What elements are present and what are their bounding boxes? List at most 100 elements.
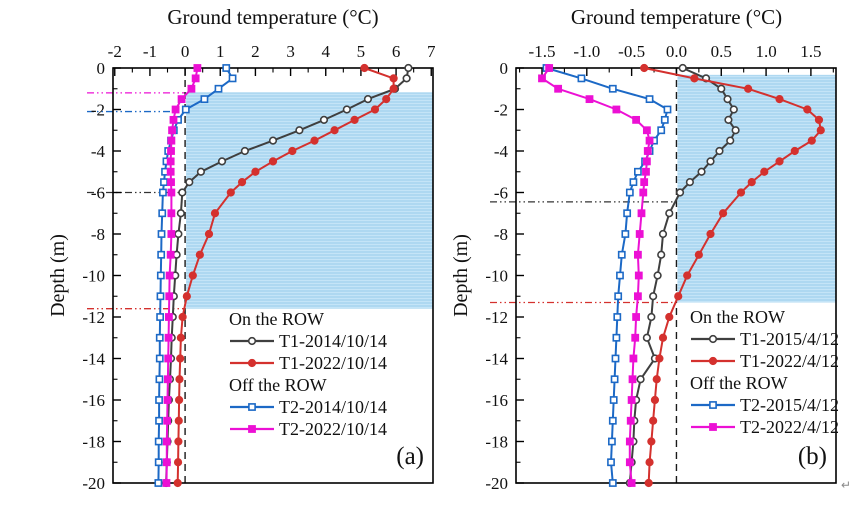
data-point-T2-2022/4/12 (642, 167, 650, 176)
chart-b-y-axis-title: Depth (m) (450, 234, 472, 317)
data-point-T2-2015/4/12 (611, 354, 620, 363)
x-axis-tick-label: 1 (216, 42, 225, 61)
data-point-T1-2015/4/12 (723, 95, 732, 104)
data-point-T1-2022/4/12 (807, 136, 816, 145)
y-axis-tick-label: -14 (485, 350, 508, 369)
data-point-T1-2015/4/12 (724, 115, 733, 124)
legend-swatch (230, 336, 274, 346)
data-point-T2-2015/4/12 (610, 375, 619, 384)
data-point-T2-2022/10/14 (177, 95, 186, 104)
legend-item-label: T1-2015/4/12 (740, 329, 839, 349)
y-axis-tick-label: -16 (485, 391, 508, 410)
data-point-T2-2015/4/12 (634, 167, 642, 176)
data-point-T1-2022/10/14 (182, 292, 191, 301)
data-point-T2-2022/4/12 (635, 230, 644, 238)
legend-item: T1-2014/10/14 (229, 330, 387, 352)
data-point-T1-2022/4/12 (644, 478, 653, 488)
data-point-T2-2015/4/12 (616, 271, 624, 280)
chart-b-plot-area: -1.5 -1.0 -0.5 0.0 0.5 1.0 1.5 0 -2 -4 -6 -8 -10 -12 -… (485, 42, 837, 493)
data-point-T2-2014/10/14 (200, 95, 209, 104)
data-point-T1-2015/4/12 (726, 136, 735, 145)
shaded-positive-temperature-region (186, 92, 433, 309)
legend-item-label: T1-2014/10/14 (279, 331, 387, 351)
data-point-T1-2022/4/12 (658, 333, 668, 342)
data-point-T2-2022/4/12 (538, 74, 546, 83)
data-point-T1-2022/4/12 (694, 250, 703, 259)
legend-item-label: T1-2022/10/14 (279, 353, 387, 373)
data-point-T2-2022/4/12 (637, 209, 646, 218)
x-axis-tick-label: 5 (357, 42, 366, 61)
data-point-T2-2014/10/14 (158, 209, 167, 218)
data-point-T1-2022/10/14 (178, 312, 187, 322)
y-axis-tick-label: -18 (82, 433, 105, 452)
data-point-T2-2015/4/12 (613, 313, 622, 321)
data-point-T1-2015/4/12 (715, 146, 724, 156)
y-axis-tick-label: -6 (91, 184, 105, 203)
data-point-T2-2014/10/14 (155, 354, 164, 363)
data-point-T2-2014/10/14 (155, 375, 164, 384)
data-point-T1-2022/4/12 (790, 146, 799, 156)
legend-item: T2-2014/10/14 (229, 396, 387, 418)
y-axis-tick-label: -4 (494, 142, 509, 161)
data-point-T2-2022/4/12 (625, 437, 634, 446)
data-point-T1-2022/4/12 (744, 84, 753, 93)
data-point-T2-2014/10/14 (155, 333, 164, 342)
legend-group-header: Off the ROW (229, 375, 327, 395)
legend-item: T2-2015/4/12 (690, 394, 839, 416)
data-point-T1-2022/4/12 (736, 188, 746, 197)
x-axis-tick-label: -1 (143, 42, 157, 61)
legend-swatch (230, 358, 274, 368)
y-axis-tick-label: -20 (82, 474, 105, 493)
data-point-T1-2022/4/12 (775, 95, 784, 104)
data-point-T2-2022/10/14 (165, 271, 174, 280)
data-point-T2-2022/4/12 (634, 250, 642, 259)
data-point-T1-2015/4/12 (675, 188, 685, 197)
x-axis-tick-label: 7 (427, 42, 436, 61)
data-point-T1-2014/10/14 (319, 115, 329, 124)
data-point-T2-2022/4/12 (627, 396, 636, 404)
data-point-T1-2022/4/12 (674, 292, 683, 301)
chart-a-panel-label: (a) (396, 443, 424, 470)
data-point-T1-2015/4/12 (678, 63, 687, 73)
data-point-T1-2022/4/12 (775, 157, 784, 166)
data-point-T1-2022/4/12 (760, 167, 769, 176)
legend-item-label: T1-2022/4/12 (740, 351, 839, 371)
data-point-T1-2014/10/14 (176, 209, 185, 218)
legend-marker (708, 356, 718, 366)
data-point-T2-2014/10/14 (156, 313, 165, 321)
data-point-T2-2022/10/14 (167, 178, 175, 187)
data-point-T1-2014/10/14 (295, 126, 304, 135)
data-point-T1-2022/10/14 (176, 333, 185, 342)
data-point-T1-2022/4/12 (655, 354, 664, 363)
y-axis-tick-label: -2 (91, 101, 105, 120)
x-axis-tick-label: 1.0 (755, 42, 776, 61)
data-point-T2-2015/4/12 (608, 416, 617, 425)
data-point-T2-2022/10/14 (163, 396, 172, 404)
chart-b-x-axis-title: Ground temperature (°C) (570, 5, 783, 29)
data-point-T2-2022/10/14 (165, 292, 174, 301)
data-point-T2-2022/4/12 (643, 147, 652, 155)
data-point-T1-2015/4/12 (729, 105, 738, 114)
data-point-T2-2022/4/12 (634, 292, 642, 301)
legend-swatch (691, 423, 735, 431)
data-point-T1-2015/4/12 (658, 229, 668, 239)
x-axis-tick-label: 1.5 (800, 42, 821, 61)
data-point-T2-2022/4/12 (632, 313, 641, 321)
data-point-T2-2022/10/14 (164, 354, 173, 363)
data-point-T2-2022/10/14 (167, 147, 175, 155)
data-point-T1-2014/10/14 (185, 178, 194, 187)
chart-b-legend: On the ROW T1-2015/4/12 T1-2022/4/12 Off th… (690, 306, 839, 438)
x-axis-tick-label: 4 (321, 42, 330, 61)
legend-group-header: Off the ROW (690, 373, 788, 393)
data-point-T2-2015/4/12 (612, 333, 621, 342)
x-axis-tick-label: 2 (251, 42, 260, 61)
data-point-T2-2022/10/14 (187, 84, 196, 93)
data-point-T1-2015/4/12 (717, 84, 726, 93)
data-point-T2-2022/4/12 (639, 188, 648, 197)
data-point-T1-2022/10/14 (370, 105, 380, 114)
data-point-T1-2015/4/12 (657, 250, 666, 259)
data-point-T2-2022/4/12 (628, 375, 637, 384)
y-axis-tick-label: -12 (82, 308, 105, 327)
data-point-T1-2022/10/14 (174, 416, 183, 425)
